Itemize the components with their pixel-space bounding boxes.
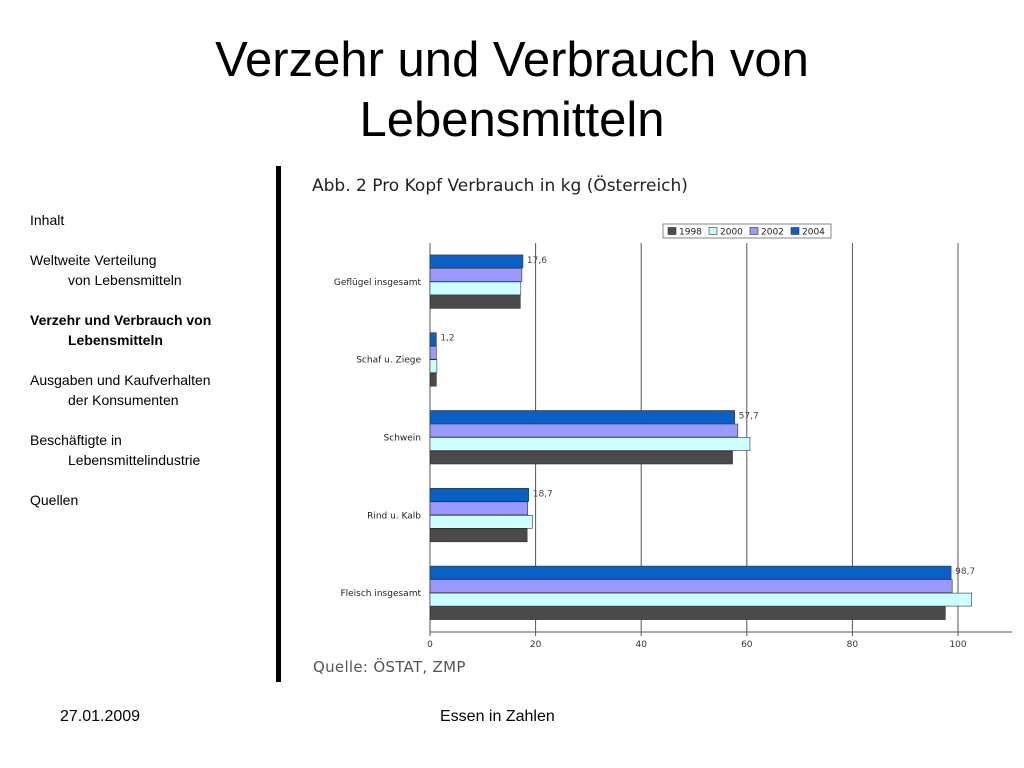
category-label: Schaf u. Ziege bbox=[356, 356, 421, 366]
category-label: Rind u. Kalb bbox=[367, 511, 421, 521]
bar bbox=[429, 487, 530, 502]
x-tick-label: 80 bbox=[847, 640, 859, 650]
bar bbox=[429, 592, 973, 607]
category-label: Geflügel insgesamt bbox=[334, 278, 422, 288]
nav-item-label: Inhalt bbox=[30, 212, 65, 228]
bar bbox=[429, 410, 735, 424]
bar bbox=[429, 565, 952, 580]
footer-title: Essen in Zahlen bbox=[440, 708, 555, 725]
slide-title: Verzehr und Verbrauch von Lebensmitteln bbox=[0, 30, 1024, 150]
category-label: Fleisch insgesamt bbox=[340, 589, 421, 599]
nav-item-label-continued: der Konsumenten bbox=[68, 392, 179, 408]
slide-title-line-2: Lebensmitteln bbox=[359, 93, 665, 147]
chart-source: Quelle: ÖSTAT, ZMP bbox=[313, 658, 466, 676]
data-label: 18,7 bbox=[533, 489, 553, 499]
bar bbox=[429, 345, 437, 360]
legend-swatch bbox=[790, 227, 800, 235]
bar bbox=[429, 579, 953, 593]
legend-label: 2000 bbox=[720, 228, 743, 238]
data-label: 17,6 bbox=[527, 256, 547, 266]
data-label: 57,7 bbox=[739, 412, 759, 422]
nav-item-label: Verzehr und Verbrauch von bbox=[30, 312, 212, 328]
bar bbox=[429, 423, 739, 438]
bar bbox=[429, 606, 946, 620]
data-label: 98,7 bbox=[955, 567, 975, 577]
bar bbox=[429, 372, 437, 387]
bar bbox=[429, 528, 528, 543]
nav-item-label: Beschäftigte in bbox=[30, 432, 122, 448]
nav-item-label-continued: von Lebensmitteln bbox=[68, 272, 182, 288]
nav-item-weltweite-verteilung[interactable]: Weltweite Verteilung von Lebensmitteln bbox=[30, 250, 270, 290]
bar bbox=[429, 281, 522, 296]
legend-swatch bbox=[667, 227, 677, 235]
x-tick-label: 20 bbox=[530, 640, 542, 650]
legend-label: 2004 bbox=[802, 228, 825, 238]
nav-item-label-continued: Lebensmittelindustrie bbox=[68, 452, 201, 468]
nav-item-label: Quellen bbox=[30, 492, 79, 508]
nav-item-ausgaben-und-kaufverhalten[interactable]: Ausgaben und Kaufverhalten der Konsument… bbox=[30, 370, 270, 410]
nav-item-inhalt[interactable]: Inhalt bbox=[30, 210, 270, 230]
nav-item-label-continued: Lebensmitteln bbox=[68, 332, 163, 348]
nav-item-beschaeftigte[interactable]: Beschäftigte in Lebensmittelindustrie bbox=[30, 430, 270, 470]
category-label: Schwein bbox=[384, 434, 421, 444]
bar bbox=[429, 450, 733, 465]
nav-item-label: Ausgaben und Kaufverhalten bbox=[30, 372, 211, 388]
bar bbox=[429, 332, 437, 346]
x-tick-label: 40 bbox=[635, 640, 647, 650]
vertical-divider bbox=[276, 166, 281, 682]
bar bbox=[429, 437, 751, 451]
slide-title-line-1: Verzehr und Verbrauch von bbox=[215, 33, 809, 87]
chart-title: Abb. 2 Pro Kopf Verbrauch in kg (Österre… bbox=[312, 176, 688, 196]
bar bbox=[429, 254, 524, 269]
x-tick-label: 0 bbox=[427, 640, 433, 650]
bar bbox=[429, 268, 523, 282]
nav-item-label: Weltweite Verteilung bbox=[30, 252, 157, 268]
slide-navigation: Inhalt Weltweite Verteilung von Lebensmi… bbox=[30, 210, 270, 530]
bar bbox=[429, 295, 521, 309]
nav-item-verzehr-und-verbrauch[interactable]: Verzehr und Verbrauch von Lebensmitteln bbox=[30, 310, 270, 350]
x-tick-label: 60 bbox=[741, 640, 753, 650]
legend-label: 2002 bbox=[761, 228, 784, 238]
legend-swatch bbox=[708, 227, 718, 235]
bar bbox=[429, 501, 528, 516]
bar bbox=[429, 514, 533, 529]
legend-box bbox=[662, 223, 832, 239]
footer-date: 27.01.2009 bbox=[60, 708, 141, 725]
legend-swatch bbox=[749, 227, 759, 235]
bar bbox=[429, 359, 438, 373]
x-tick-label: 100 bbox=[949, 640, 966, 650]
nav-item-quellen[interactable]: Quellen bbox=[30, 490, 270, 510]
legend-label: 1998 bbox=[679, 228, 702, 238]
bar-chart: 0 20 40 60 80 100 Geflügel insgesamt 17,6 Schaf … bbox=[334, 223, 1012, 650]
data-label: 1,2 bbox=[440, 334, 454, 344]
